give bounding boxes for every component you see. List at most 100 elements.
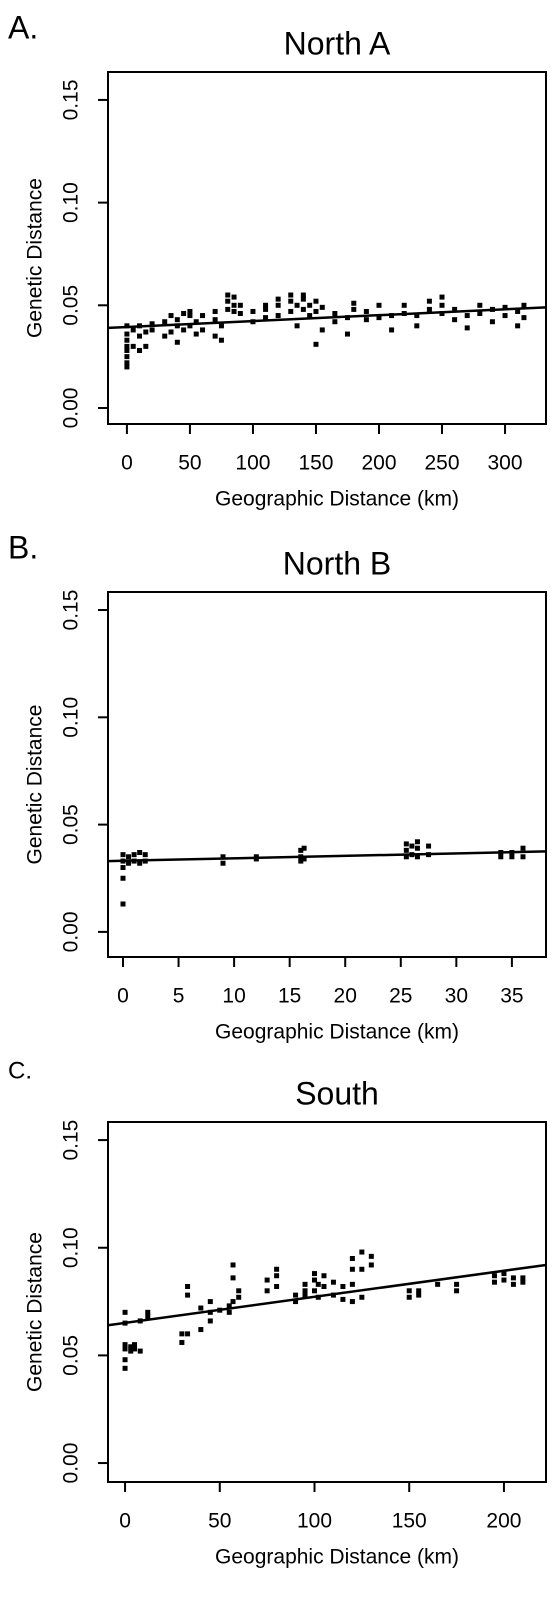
point xyxy=(275,296,281,302)
y-axis-label: Genetic Distance xyxy=(24,1232,47,1392)
plot-frame xyxy=(107,1121,547,1483)
point xyxy=(293,1299,299,1305)
point xyxy=(207,1318,213,1324)
point xyxy=(439,302,445,308)
point xyxy=(300,292,306,298)
point xyxy=(302,1292,308,1298)
point xyxy=(220,854,226,860)
point xyxy=(294,323,300,329)
point xyxy=(250,308,256,314)
point xyxy=(181,311,187,317)
point xyxy=(491,1273,497,1279)
point xyxy=(149,321,155,327)
y-tick-label: 0.00 xyxy=(60,911,83,952)
point xyxy=(363,308,369,314)
point xyxy=(124,364,130,370)
point xyxy=(230,1299,236,1305)
point xyxy=(301,845,307,851)
y-tick-label: 0.10 xyxy=(60,182,83,223)
point xyxy=(128,1344,134,1350)
x-axis-label: Geographic Distance (km) xyxy=(215,488,459,511)
point xyxy=(452,317,458,323)
point xyxy=(502,313,508,319)
point xyxy=(294,302,300,308)
point xyxy=(143,329,149,335)
x-tick-label: 30 xyxy=(445,985,468,1008)
point xyxy=(212,317,218,323)
point xyxy=(263,306,269,312)
chart-title: North B xyxy=(283,545,391,581)
point xyxy=(120,875,126,881)
point xyxy=(321,1273,327,1279)
point xyxy=(313,308,319,314)
point xyxy=(426,306,432,312)
point xyxy=(200,327,206,333)
point xyxy=(368,1253,374,1259)
point xyxy=(225,298,231,304)
point xyxy=(319,327,325,333)
point xyxy=(302,1281,308,1287)
point xyxy=(145,1309,151,1315)
y-tick-label: 0.05 xyxy=(60,1335,83,1376)
point xyxy=(122,1309,128,1315)
point xyxy=(307,313,313,319)
point xyxy=(452,306,458,312)
point xyxy=(515,308,521,314)
point xyxy=(414,854,420,860)
point xyxy=(376,302,382,308)
point xyxy=(509,854,515,860)
point xyxy=(145,1314,151,1320)
point xyxy=(403,847,409,853)
point xyxy=(264,1277,270,1283)
point xyxy=(179,1339,185,1345)
point xyxy=(207,1299,213,1305)
plot-frame xyxy=(107,591,547,958)
point xyxy=(137,333,143,339)
point xyxy=(435,1281,441,1287)
point xyxy=(521,302,527,308)
point xyxy=(301,856,307,862)
point xyxy=(231,308,237,314)
point xyxy=(311,1271,317,1277)
x-tick-label: 250 xyxy=(424,452,459,475)
point xyxy=(454,1281,460,1287)
point xyxy=(124,347,130,353)
point xyxy=(120,865,126,871)
x-tick-label: 15 xyxy=(278,985,301,1008)
point xyxy=(124,354,130,360)
y-tick-label: 0.00 xyxy=(60,1443,83,1484)
point xyxy=(126,854,132,860)
point xyxy=(187,323,193,329)
point xyxy=(403,841,409,847)
point xyxy=(349,1266,355,1272)
point xyxy=(120,852,126,858)
point xyxy=(132,1342,138,1348)
x-axis-label: Geographic Distance (km) xyxy=(215,1021,459,1044)
x-tick-label: 50 xyxy=(208,1510,231,1533)
point xyxy=(122,1346,128,1352)
chart-title: North A xyxy=(284,25,391,61)
point xyxy=(174,317,180,323)
point xyxy=(263,302,269,308)
point xyxy=(406,1294,412,1300)
x-tick-label: 5 xyxy=(173,985,185,1008)
point xyxy=(274,1273,280,1279)
point xyxy=(489,319,495,325)
point xyxy=(237,302,243,308)
point xyxy=(298,847,304,853)
x-tick-label: 200 xyxy=(486,1510,521,1533)
point xyxy=(414,845,420,851)
point xyxy=(439,294,445,300)
y-tick-label: 0.15 xyxy=(60,1120,83,1161)
point xyxy=(439,311,445,317)
point xyxy=(406,1288,412,1294)
x-tick-label: 300 xyxy=(488,452,523,475)
point xyxy=(236,1288,242,1294)
panel-label: B. xyxy=(8,529,38,565)
x-tick-label: 150 xyxy=(298,452,333,475)
trend-line xyxy=(107,1263,547,1327)
point xyxy=(193,319,199,325)
point xyxy=(520,1275,526,1281)
